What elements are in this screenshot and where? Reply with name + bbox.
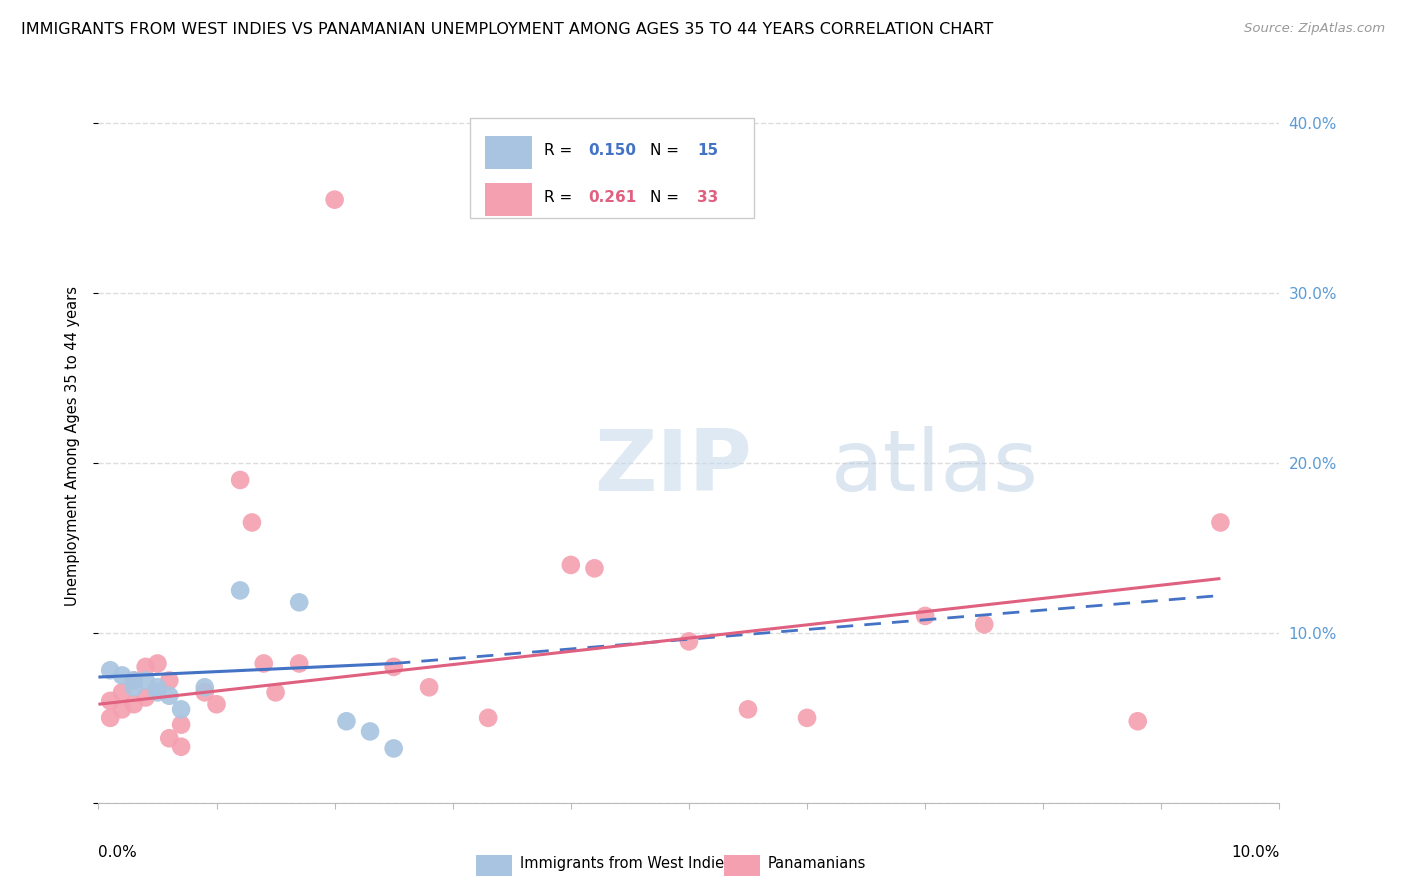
Point <box>796 711 818 725</box>
Point <box>382 660 405 674</box>
Point <box>122 680 145 694</box>
Text: 15: 15 <box>697 144 718 158</box>
Point <box>382 741 405 756</box>
Point <box>135 660 157 674</box>
Point <box>170 717 193 731</box>
Text: 0.261: 0.261 <box>589 190 637 205</box>
Point <box>253 657 276 671</box>
Point <box>229 583 252 598</box>
Point <box>288 657 311 671</box>
Point <box>98 663 121 677</box>
Point <box>157 689 180 703</box>
Point <box>323 193 346 207</box>
Point <box>98 711 121 725</box>
Point <box>122 673 145 688</box>
Text: Panamanians: Panamanians <box>768 856 866 871</box>
Point <box>135 690 157 705</box>
Point <box>288 595 311 609</box>
Y-axis label: Unemployment Among Ages 35 to 44 years: Unemployment Among Ages 35 to 44 years <box>65 286 80 606</box>
Point <box>157 673 180 688</box>
Point <box>240 516 263 530</box>
FancyBboxPatch shape <box>485 136 531 169</box>
Text: 0.0%: 0.0% <box>98 846 138 860</box>
Text: 0.150: 0.150 <box>589 144 637 158</box>
Point <box>678 634 700 648</box>
FancyBboxPatch shape <box>485 184 531 216</box>
Text: 33: 33 <box>697 190 718 205</box>
FancyBboxPatch shape <box>724 855 759 876</box>
Point <box>122 673 145 688</box>
Point <box>583 561 606 575</box>
Point <box>111 702 134 716</box>
Point <box>560 558 582 572</box>
Point <box>170 702 193 716</box>
Point <box>205 698 228 712</box>
Text: IMMIGRANTS FROM WEST INDIES VS PANAMANIAN UNEMPLOYMENT AMONG AGES 35 TO 44 YEARS: IMMIGRANTS FROM WEST INDIES VS PANAMANIA… <box>21 22 994 37</box>
Point <box>146 685 169 699</box>
Text: R =: R = <box>544 144 576 158</box>
Point <box>122 698 145 712</box>
Point <box>1126 714 1149 729</box>
Point <box>146 680 169 694</box>
Text: Source: ZipAtlas.com: Source: ZipAtlas.com <box>1244 22 1385 36</box>
Point <box>146 657 169 671</box>
Point <box>170 739 193 754</box>
Point <box>194 685 217 699</box>
Text: ZIP: ZIP <box>595 425 752 509</box>
Point <box>229 473 252 487</box>
FancyBboxPatch shape <box>477 855 512 876</box>
FancyBboxPatch shape <box>471 118 754 218</box>
Point <box>359 724 381 739</box>
Point <box>111 685 134 699</box>
Point <box>335 714 357 729</box>
Point <box>418 680 440 694</box>
Text: N =: N = <box>650 144 683 158</box>
Point <box>477 711 499 725</box>
Point <box>264 685 287 699</box>
Point <box>973 617 995 632</box>
Point <box>98 694 121 708</box>
Point <box>737 702 759 716</box>
Text: Immigrants from West Indies: Immigrants from West Indies <box>520 856 733 871</box>
Point <box>157 731 180 746</box>
Text: atlas: atlas <box>831 425 1039 509</box>
Text: N =: N = <box>650 190 683 205</box>
Text: 10.0%: 10.0% <box>1232 846 1279 860</box>
Point <box>135 673 157 688</box>
Text: R =: R = <box>544 190 576 205</box>
Point <box>914 608 936 623</box>
Point <box>194 680 217 694</box>
Point <box>1209 516 1232 530</box>
Point <box>111 668 134 682</box>
